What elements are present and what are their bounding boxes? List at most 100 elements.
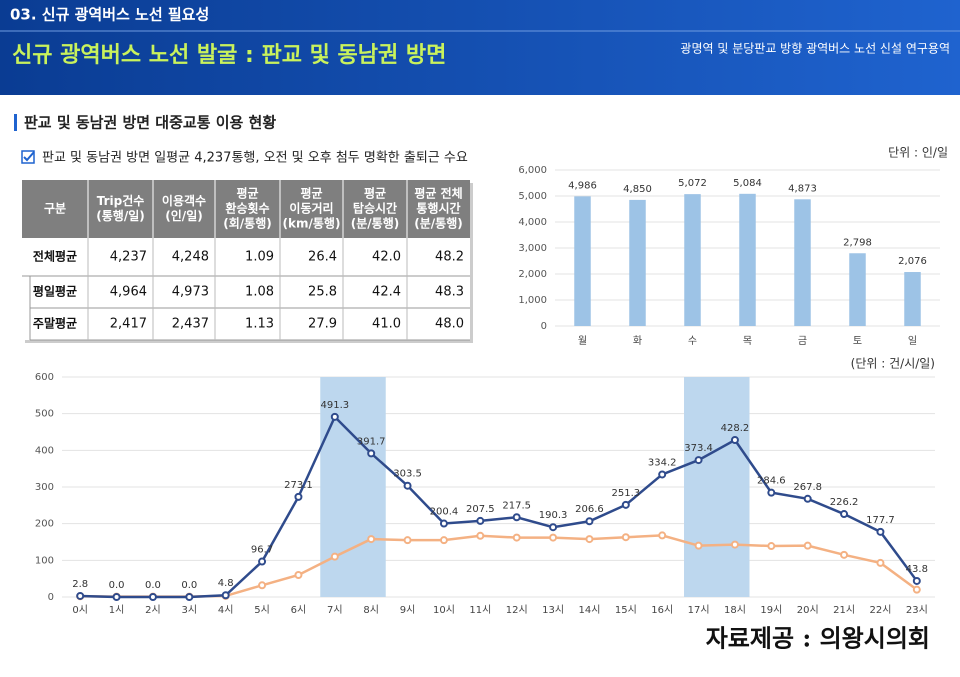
x-tick-label: 23시 [906, 604, 928, 616]
point [403, 481, 412, 490]
x-tick-label: 21시 [833, 604, 855, 616]
table-cell: 42.4 [372, 285, 401, 300]
x-tick-label: 15시 [615, 604, 637, 616]
y-tick-label: 1,000 [518, 295, 547, 306]
x-tick-label: 22시 [869, 604, 891, 616]
bar [739, 193, 756, 326]
line [80, 534, 918, 598]
highlight-band [320, 377, 386, 597]
table-cell: 42.0 [372, 250, 401, 265]
table-header-cell: 이동거리 [289, 201, 333, 216]
table-cell: 1.13 [245, 317, 274, 332]
point-value-label: 0.0 [145, 580, 161, 591]
point [621, 500, 630, 509]
table-header-cell: 평균 전체 [414, 186, 462, 201]
x-tick-label: 일 [908, 335, 917, 347]
bar [629, 199, 646, 326]
x-tick-label: 1시 [109, 604, 125, 616]
table-header-cell: (km/통행) [283, 216, 341, 231]
bar-value-label: 4,873 [788, 183, 817, 194]
table-header-cell: 평균 [300, 187, 322, 201]
point-value-label: 373.4 [684, 443, 713, 454]
point-value-label: 206.6 [575, 504, 604, 515]
point-value-label: 177.7 [866, 515, 895, 526]
bar [794, 199, 811, 326]
point-value-label: 273.1 [284, 480, 313, 491]
source: 자료제공 : 의왕시의회 [706, 624, 930, 653]
table-header-cell: (통행/일) [96, 208, 144, 223]
point-value-label: 0.0 [109, 580, 125, 591]
x-tick-label: 20시 [797, 604, 819, 616]
x-tick-label: 3시 [182, 604, 198, 616]
bullet-text: 판교 및 동남권 방면 일평균 4,237통행, 오전 및 오후 첨두 명확한 … [42, 150, 468, 166]
point-value-label: 43.8 [906, 564, 928, 575]
table-cell: 26.4 [308, 250, 337, 265]
x-tick-label: 16시 [651, 604, 673, 616]
x-tick-label: 19시 [760, 604, 782, 616]
bar-value-label: 4,850 [623, 184, 652, 195]
table-cell: 27.9 [308, 317, 337, 332]
point-value-label: 190.3 [539, 510, 568, 521]
point-value-label: 4.8 [218, 578, 234, 589]
point [876, 527, 885, 536]
x-tick-label: 6시 [291, 604, 307, 616]
point-value-label: 207.5 [466, 504, 495, 515]
page-subtitle: 광명역 및 분당판교 방향 광역버스 노선 신설 연구용역 [680, 42, 950, 56]
point [803, 541, 812, 550]
x-tick-label: 11시 [469, 604, 491, 616]
table-header-cell: 이용객수 [162, 193, 206, 208]
table-cell: 1.08 [245, 285, 274, 300]
x-tick-label: 9시 [400, 604, 416, 616]
table-row-label: 평일평균 [33, 285, 77, 299]
point-value-label: 251.3 [611, 488, 640, 499]
table-header-bg [22, 180, 470, 238]
point [403, 536, 412, 545]
point-value-label: 491.3 [320, 400, 349, 411]
x-tick-label: 화 [633, 335, 642, 347]
bar-value-label: 5,072 [678, 178, 707, 189]
table-header-cell: 탑승시간 [353, 201, 397, 216]
page-title: 신규 광역버스 노선 발굴 : 판교 및 동남권 방면 [12, 43, 446, 68]
x-tick-label: 4시 [218, 604, 234, 616]
table-header-cell: 평균 [364, 187, 386, 201]
point [439, 519, 448, 528]
table-cell: 1.09 [245, 250, 274, 265]
x-tick-label: 10시 [433, 604, 455, 616]
table-cell: 41.0 [372, 317, 401, 332]
section-label: 03. 신규 광역버스 노선 필요성 [10, 6, 209, 24]
point-value-label: 0.0 [181, 580, 197, 591]
point [549, 523, 558, 532]
point-value-label: 428.2 [721, 423, 750, 434]
y-tick-label: 300 [35, 482, 54, 493]
x-tick-label: 5시 [254, 604, 270, 616]
point [148, 593, 157, 601]
point [694, 541, 703, 550]
table-cell: 4,964 [110, 285, 147, 300]
highlight-band [684, 377, 750, 597]
point [294, 492, 303, 501]
point [330, 552, 339, 561]
x-tick-label: 18시 [724, 604, 746, 616]
bar-value-label: 2,076 [898, 256, 927, 267]
header-bg [0, 0, 960, 95]
table-header-cell: (분/통행) [351, 216, 399, 231]
point [185, 593, 194, 601]
table-cell: 4,973 [172, 285, 209, 300]
point-value-label: 267.8 [793, 482, 822, 493]
point [476, 516, 485, 525]
point-value-label: 96.7 [251, 545, 273, 556]
point [76, 591, 85, 600]
point [912, 576, 921, 585]
bar [574, 196, 591, 326]
table-header-cell: (인/일) [165, 208, 202, 223]
y-tick-label: 2,000 [518, 269, 547, 280]
point [258, 581, 267, 590]
table-cell: 4,237 [110, 250, 147, 265]
point [730, 540, 739, 549]
x-tick-label: 12시 [506, 604, 528, 616]
table-cell: 48.0 [435, 317, 464, 332]
point [512, 513, 521, 522]
heading-bar [14, 114, 17, 131]
x-tick-label: 수 [688, 335, 697, 347]
